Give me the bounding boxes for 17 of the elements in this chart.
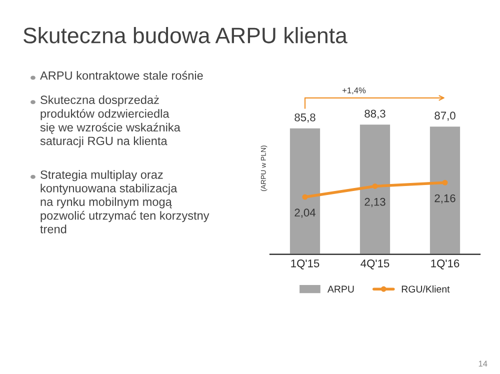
legend-label: ARPU <box>327 286 354 293</box>
chart-title: Skuteczna budowa ARPU klienta <box>24 27 348 44</box>
text: ARPU kontraktowe stale rośnie <box>40 70 203 80</box>
data-label: 2,16 <box>434 194 456 204</box>
data-label: 87,0 <box>434 112 456 121</box>
x-tick-label: 1Q'16 <box>431 259 460 270</box>
x-tick-label: 4Q'15 <box>360 259 390 270</box>
x-tick-label: 1Q'15 <box>291 259 320 270</box>
data-label: 2,04 <box>294 208 316 218</box>
text: Skuteczna dosprzedaż produktów odzwierciedla się we wzroście wskaźnika saturacji RGU na klienta <box>40 95 180 148</box>
data-label: 88,3 <box>364 110 386 119</box>
text: 14 <box>478 360 488 367</box>
text: Strategia multiplay oraz kontynuowana stabilizacja na rynku mobilnym mogą pozwolić utrzymać ten korzystny trend <box>40 170 210 234</box>
text: +1,4% <box>342 87 366 94</box>
legend-label: RGU/Klient <box>402 285 450 293</box>
data-label: 85,8 <box>294 113 316 123</box>
data-label: 2,13 <box>364 198 386 208</box>
